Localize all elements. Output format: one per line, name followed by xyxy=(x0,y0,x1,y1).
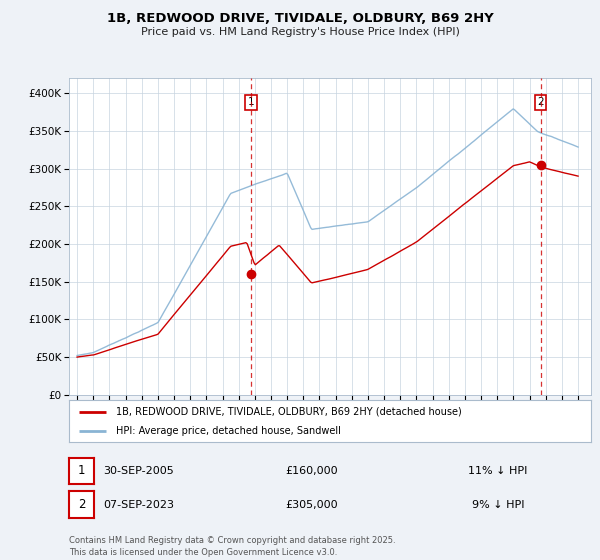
Text: 1B, REDWOOD DRIVE, TIVIDALE, OLDBURY, B69 2HY: 1B, REDWOOD DRIVE, TIVIDALE, OLDBURY, B6… xyxy=(107,12,493,25)
Text: 1: 1 xyxy=(247,97,254,107)
Text: 2: 2 xyxy=(78,498,85,511)
Text: 11% ↓ HPI: 11% ↓ HPI xyxy=(469,466,527,476)
Text: 30-SEP-2005: 30-SEP-2005 xyxy=(103,466,174,476)
Text: Price paid vs. HM Land Registry's House Price Index (HPI): Price paid vs. HM Land Registry's House … xyxy=(140,27,460,37)
Text: £160,000: £160,000 xyxy=(286,466,338,476)
Text: 1B, REDWOOD DRIVE, TIVIDALE, OLDBURY, B69 2HY (detached house): 1B, REDWOOD DRIVE, TIVIDALE, OLDBURY, B6… xyxy=(116,407,462,417)
Text: 9% ↓ HPI: 9% ↓ HPI xyxy=(472,500,524,510)
Text: £305,000: £305,000 xyxy=(286,500,338,510)
Text: Contains HM Land Registry data © Crown copyright and database right 2025.
This d: Contains HM Land Registry data © Crown c… xyxy=(69,536,395,557)
Text: 1: 1 xyxy=(78,464,85,478)
Text: 2: 2 xyxy=(537,97,544,107)
Text: HPI: Average price, detached house, Sandwell: HPI: Average price, detached house, Sand… xyxy=(116,426,341,436)
Text: 07-SEP-2023: 07-SEP-2023 xyxy=(103,500,174,510)
